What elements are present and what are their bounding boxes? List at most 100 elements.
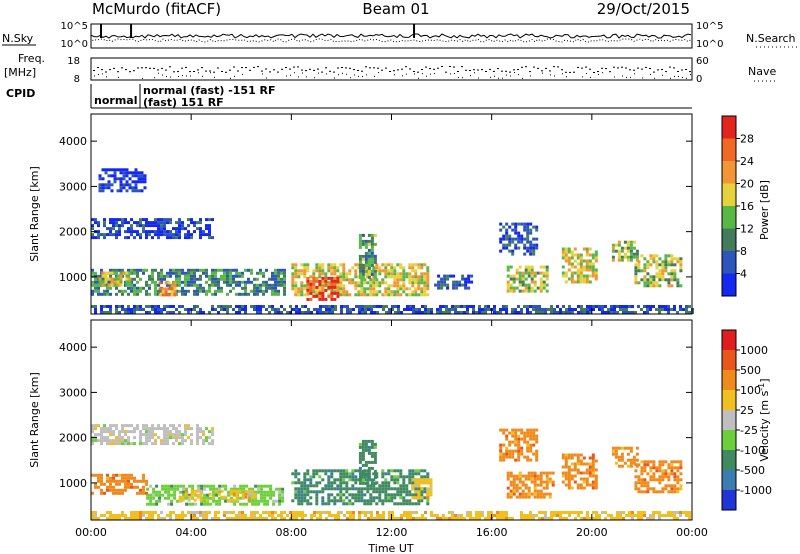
echo-cell xyxy=(420,287,424,291)
echo-cell xyxy=(291,284,295,288)
echo-cell xyxy=(97,286,100,290)
echo-cell xyxy=(122,183,126,187)
echo-cell xyxy=(351,496,355,500)
echo-cell xyxy=(583,517,586,520)
echo-cell xyxy=(265,268,268,272)
echo-cell xyxy=(294,281,298,285)
echo-cell xyxy=(145,436,148,440)
echo-cell xyxy=(396,469,400,473)
echo-cell xyxy=(115,218,118,222)
echo-cell xyxy=(318,475,322,479)
nave-mark xyxy=(462,77,463,79)
freq-mark xyxy=(153,67,155,69)
echo-cell xyxy=(193,511,196,514)
echo-cell xyxy=(502,443,506,447)
echo-cell xyxy=(327,276,331,280)
echo-cell xyxy=(339,499,343,503)
freq-mark xyxy=(645,66,647,68)
echo-cell xyxy=(676,490,680,494)
echo-cell xyxy=(312,293,316,297)
echo-cell xyxy=(244,305,247,308)
echo-cell xyxy=(193,224,196,228)
echo-cell xyxy=(538,305,541,308)
echo-cell xyxy=(670,469,674,473)
echo-cell xyxy=(556,311,559,314)
echo-cell xyxy=(280,305,283,308)
echo-cell xyxy=(591,474,595,478)
echo-cell xyxy=(130,224,133,228)
echo-cell xyxy=(187,230,190,234)
echo-cell xyxy=(136,514,139,517)
echo-cell xyxy=(664,484,668,488)
echo-cell xyxy=(265,280,268,284)
echo-cell xyxy=(209,487,213,491)
echo-cell xyxy=(351,278,355,282)
echo-cell xyxy=(358,472,362,476)
echo-cell xyxy=(241,292,244,296)
echo-cell xyxy=(652,514,655,517)
echo-cell xyxy=(259,305,262,308)
echo-cell xyxy=(364,263,368,267)
freq-mark xyxy=(317,68,319,70)
echo-cell xyxy=(545,274,549,278)
echo-cell xyxy=(172,511,175,514)
echo-cell xyxy=(139,517,142,520)
echo-cell xyxy=(617,240,621,244)
echo-cell xyxy=(265,517,268,520)
echo-cell xyxy=(211,292,214,296)
echo-cell xyxy=(121,442,124,446)
echo-cell xyxy=(649,514,652,517)
echo-cell xyxy=(142,230,145,234)
echo-cell xyxy=(402,475,406,479)
echo-cell xyxy=(190,511,193,514)
echo-cell xyxy=(499,517,502,520)
echo-cell xyxy=(122,177,126,181)
echo-cell xyxy=(637,514,640,517)
echo-cell xyxy=(199,227,202,231)
echo-cell xyxy=(529,517,532,520)
echo-cell xyxy=(390,469,394,473)
echo-cell xyxy=(342,293,346,297)
echo-cell xyxy=(667,272,671,276)
velocity-colorbar-label-exponent: -1 xyxy=(757,383,766,391)
echo-cell xyxy=(333,263,337,267)
echo-cell xyxy=(570,456,574,460)
echo-cell xyxy=(321,272,325,276)
echo-cell xyxy=(345,472,349,476)
nave-mark xyxy=(642,77,643,79)
echo-cell xyxy=(103,236,106,240)
echo-cell xyxy=(573,259,577,263)
echo-cell xyxy=(232,308,235,311)
echo-cell xyxy=(145,224,148,228)
echo-cell xyxy=(274,289,277,293)
echo-cell xyxy=(360,281,364,285)
echo-cell xyxy=(567,480,571,484)
echo-cell xyxy=(418,308,421,311)
echo-cell xyxy=(339,278,343,282)
echo-cell xyxy=(109,308,112,311)
echo-cell xyxy=(409,305,412,308)
echo-cell xyxy=(523,440,527,444)
echo-cell xyxy=(154,511,157,514)
echo-cell xyxy=(163,230,166,234)
echo-cell xyxy=(664,475,668,479)
echo-cell xyxy=(217,311,220,314)
echo-cell xyxy=(676,478,680,482)
echo-cell xyxy=(670,254,674,258)
freq-mark xyxy=(225,71,227,73)
echo-cell xyxy=(393,269,397,273)
echo-cell xyxy=(611,258,615,262)
echo-cell xyxy=(277,277,280,281)
nave-mark xyxy=(602,72,603,74)
echo-cell xyxy=(564,471,568,475)
echo-cell xyxy=(414,496,418,500)
echo-cell xyxy=(517,449,521,453)
echo-cell xyxy=(364,460,368,464)
echo-cell xyxy=(268,311,271,314)
echo-cell xyxy=(673,511,676,514)
echo-cell xyxy=(151,427,154,431)
echo-cell xyxy=(163,233,166,237)
echo-cell xyxy=(160,308,163,311)
colorbar-segment xyxy=(722,273,736,296)
echo-cell xyxy=(679,269,683,273)
